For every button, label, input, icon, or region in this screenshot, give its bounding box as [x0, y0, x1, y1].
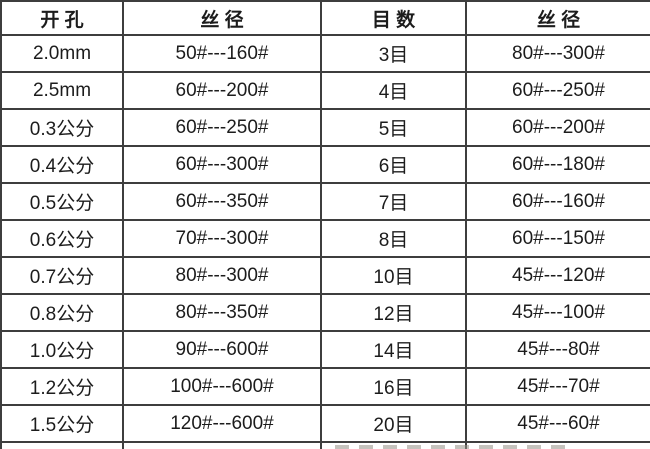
opening-cell: 0.6公分 — [0, 219, 124, 258]
mesh-count-cell: 12目 — [320, 293, 467, 332]
header-row: 开 孔 丝 径 目 数 丝 径 — [0, 0, 650, 36]
wire-diameter-cell: 80#---300# — [122, 256, 322, 295]
opening-cell: 0.4公分 — [0, 145, 124, 184]
wire-diameter-cell: 45#---80# — [465, 330, 650, 369]
mesh-count-cell: 10目 — [320, 256, 467, 295]
header-wire-diameter-2: 丝 径 — [465, 0, 650, 36]
wire-diameter-cell — [465, 441, 650, 449]
wire-diameter-cell — [122, 441, 322, 449]
wire-diameter-cell: 60#---250# — [465, 71, 650, 110]
table-row: 1.0公分 90#---600# 14目 45#---80# — [0, 330, 650, 369]
opening-cell: 1.2公分 — [0, 367, 124, 406]
table-row: 1.2公分 100#---600# 16目 45#---70# — [0, 367, 650, 406]
table-row: 0.3公分 60#---250# 5目 60#---200# — [0, 108, 650, 147]
opening-cell: 0.5公分 — [0, 182, 124, 221]
wire-diameter-cell: 120#---600# — [122, 404, 322, 443]
wire-diameter-cell: 45#---120# — [465, 256, 650, 295]
table-row: 0.7公分 80#---300# 10目 45#---120# — [0, 256, 650, 295]
wire-diameter-cell: 45#---60# — [465, 404, 650, 443]
opening-cell: 2.0mm — [0, 34, 124, 73]
opening-cell: 0.3公分 — [0, 108, 124, 147]
wire-diameter-cell: 45#---70# — [465, 367, 650, 406]
header-wire-diameter: 丝 径 — [122, 0, 322, 36]
table-row: 2.5mm 60#---200# 4目 60#---250# — [0, 71, 650, 110]
wire-diameter-cell: 70#---300# — [122, 219, 322, 258]
table-row: 0.5公分 60#---350# 7目 60#---160# — [0, 182, 650, 221]
opening-cell: 1.5公分 — [0, 404, 124, 443]
wire-diameter-cell: 80#---300# — [465, 34, 650, 73]
table-row: 0.4公分 60#---300# 6目 60#---180# — [0, 145, 650, 184]
wire-diameter-cell: 60#---150# — [465, 219, 650, 258]
opening-cell: 2.5mm — [0, 71, 124, 110]
wire-diameter-cell: 60#---250# — [122, 108, 322, 147]
mesh-count-cell: 8目 — [320, 219, 467, 258]
table-body: 2.0mm 50#---160# 3目 80#---300# 2.5mm 60#---20… — [0, 34, 650, 449]
wire-diameter-cell: 60#---180# — [465, 145, 650, 184]
table-row: 0.6公分 70#---300# 8目 60#---150# — [0, 219, 650, 258]
table-row: 2.0mm 50#---160# 3目 80#---300# — [0, 34, 650, 73]
mesh-count-cell — [320, 441, 467, 449]
wire-diameter-cell: 90#---600# — [122, 330, 322, 369]
opening-cell: 0.8公分 — [0, 293, 124, 332]
wire-diameter-cell: 45#---100# — [465, 293, 650, 332]
mesh-count-cell: 16目 — [320, 367, 467, 406]
opening-cell: 0.7公分 — [0, 256, 124, 295]
partial-table-row — [0, 441, 650, 449]
wire-diameter-cell: 60#---200# — [465, 108, 650, 147]
header-opening: 开 孔 — [0, 0, 124, 36]
mesh-count-cell: 14目 — [320, 330, 467, 369]
wire-diameter-cell: 60#---350# — [122, 182, 322, 221]
mesh-count-cell: 20目 — [320, 404, 467, 443]
wire-diameter-cell: 60#---160# — [465, 182, 650, 221]
mesh-count-cell: 6目 — [320, 145, 467, 184]
wire-diameter-cell: 60#---200# — [122, 71, 322, 110]
wire-diameter-cell: 100#---600# — [122, 367, 322, 406]
wire-diameter-cell: 60#---300# — [122, 145, 322, 184]
mesh-count-cell: 7目 — [320, 182, 467, 221]
wire-diameter-cell: 50#---160# — [122, 34, 322, 73]
opening-cell: 1.0公分 — [0, 330, 124, 369]
opening-cell — [0, 441, 124, 449]
mesh-count-cell: 3目 — [320, 34, 467, 73]
mesh-count-cell: 4目 — [320, 71, 467, 110]
wire-diameter-cell: 80#---350# — [122, 293, 322, 332]
table-row: 0.8公分 80#---350# 12目 45#---100# — [0, 293, 650, 332]
table-row: 1.5公分 120#---600# 20目 45#---60# — [0, 404, 650, 443]
header-mesh-count: 目 数 — [320, 0, 467, 36]
mesh-count-cell: 5目 — [320, 108, 467, 147]
